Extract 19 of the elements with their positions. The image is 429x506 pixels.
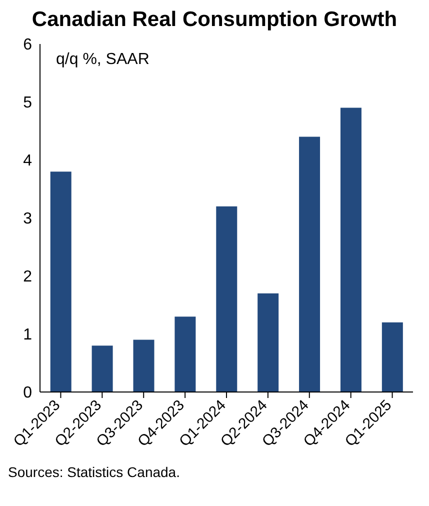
y-tick-label: 4 [23,152,32,170]
y-tick-label: 1 [23,326,32,344]
bar [216,206,238,392]
y-tick-label: 2 [23,268,32,286]
bar [92,346,113,392]
bar [340,108,362,392]
y-tick-label: 5 [23,94,32,112]
chart-subtitle: q/q %, SAAR [56,51,150,68]
bar [299,136,320,392]
bar [382,322,403,392]
source-note: Sources: Statistics Canada. [8,464,181,480]
y-tick-label: 3 [23,210,32,228]
bar [133,340,154,392]
bar [50,172,72,392]
bar [174,316,196,392]
chart-title: Canadian Real Consumption Growth [30,8,398,32]
y-tick-label: 0 [23,384,32,402]
bar [258,293,279,392]
y-tick-label: 6 [23,36,32,54]
